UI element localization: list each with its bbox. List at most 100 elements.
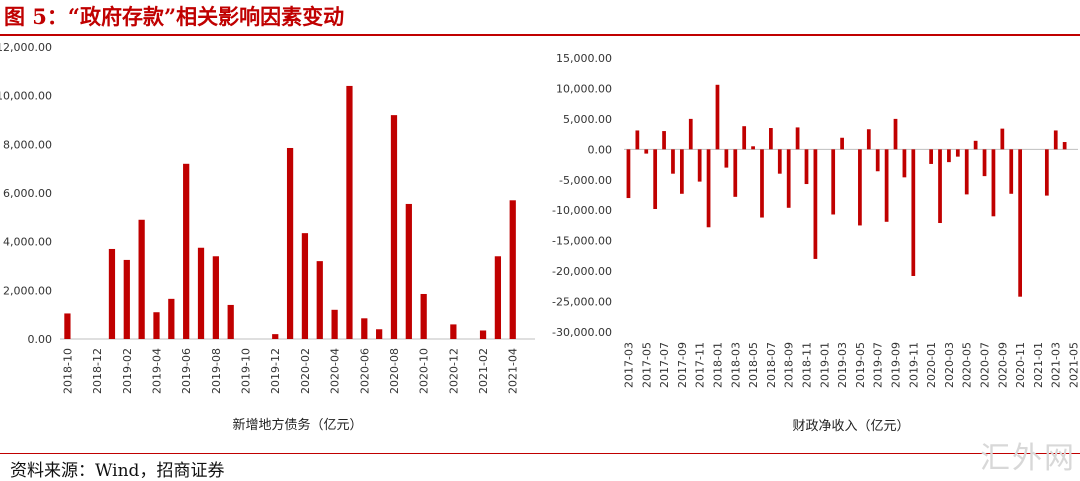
bar-2018-10 bbox=[795, 127, 800, 150]
bar-2021-04 bbox=[509, 200, 516, 339]
bar-2019-10 bbox=[902, 149, 907, 178]
x-tick-label: 2020-01 bbox=[925, 342, 938, 388]
x-tick-label: 2020-04 bbox=[329, 348, 342, 394]
bar-2018-11 bbox=[804, 149, 809, 185]
bar-2018-10 bbox=[64, 313, 71, 339]
y-tick-label: -15,000.00 bbox=[552, 235, 612, 248]
bar-2021-04 bbox=[1062, 142, 1067, 150]
figure-title: 图 5：“政府存款”相关影响因素变动 bbox=[4, 4, 345, 29]
x-tick-label: 2021-04 bbox=[507, 348, 520, 394]
bar-2020-02 bbox=[938, 149, 942, 224]
y-tick-label: 10,000.00 bbox=[556, 82, 612, 95]
x-tick-label: 2018-11 bbox=[800, 342, 813, 388]
bar-2020-03 bbox=[947, 149, 951, 163]
bar-2020-09 bbox=[1000, 128, 1005, 150]
bar-2019-07 bbox=[197, 247, 205, 339]
x-tick-label: 2018-09 bbox=[783, 342, 796, 388]
y-tick-label: 2,000.00 bbox=[3, 284, 52, 297]
bar-2020-08 bbox=[390, 115, 398, 339]
bar-2020-05 bbox=[346, 85, 353, 339]
bar-2019-09 bbox=[893, 118, 898, 150]
x-tick-label: 2020-12 bbox=[447, 348, 460, 394]
x-tick-label: 2020-05 bbox=[961, 342, 974, 388]
bar-2019-02 bbox=[831, 149, 836, 215]
y-tick-label: 5,000.00 bbox=[563, 113, 612, 126]
x-tick-label: 2020-07 bbox=[979, 342, 992, 388]
bar-2020-04 bbox=[955, 149, 960, 157]
y-tick-label: 8,000.00 bbox=[3, 138, 52, 151]
y-tick-label: 15,000.00 bbox=[556, 52, 612, 65]
x-tick-label: 2021-03 bbox=[1050, 342, 1063, 388]
y-tick-label: -25,000.00 bbox=[552, 296, 612, 309]
bar-2017-08 bbox=[671, 149, 675, 174]
bar-2020-10 bbox=[420, 293, 427, 339]
bar-2020-01 bbox=[929, 149, 933, 164]
bar-2018-05 bbox=[751, 146, 755, 150]
bar-2018-06 bbox=[760, 149, 764, 218]
bar-2019-01 bbox=[108, 248, 116, 339]
bar-2018-03 bbox=[733, 149, 738, 197]
y-tick-label: -20,000.00 bbox=[552, 265, 612, 278]
x-tick-label: 2019-04 bbox=[150, 348, 163, 394]
bar-2017-10 bbox=[688, 118, 693, 150]
bar-2019-07 bbox=[875, 149, 880, 172]
x-tick-label: 2017-07 bbox=[658, 342, 671, 388]
x-tick-label: 2017-09 bbox=[676, 342, 689, 388]
bar-2018-09 bbox=[786, 149, 791, 208]
x-tick-label: 2020-08 bbox=[388, 348, 401, 394]
bar-2019-09 bbox=[227, 304, 234, 339]
bar-2020-10 bbox=[1009, 149, 1014, 194]
bar-2021-02 bbox=[1044, 149, 1049, 196]
x-tick-label: 2018-07 bbox=[765, 342, 778, 388]
bar-2019-05 bbox=[858, 149, 862, 226]
bar-2019-12 bbox=[272, 334, 279, 339]
bar-2017-04 bbox=[635, 130, 640, 150]
bar-2020-07 bbox=[982, 149, 987, 177]
x-tick-label: 2021-01 bbox=[1032, 342, 1045, 388]
top-rule bbox=[0, 34, 1080, 36]
y-tick-label: 0.00 bbox=[588, 143, 613, 156]
bar-2021-03 bbox=[494, 256, 502, 339]
bar-2020-03 bbox=[316, 261, 323, 339]
bar-2019-08 bbox=[884, 149, 889, 222]
x-tick-label: 2019-05 bbox=[854, 342, 867, 388]
x-tick-label: 2020-09 bbox=[996, 342, 1009, 388]
x-tick-label: 2018-03 bbox=[729, 342, 742, 388]
y-tick-label: -5,000.00 bbox=[559, 174, 612, 187]
x-tick-label: 2019-12 bbox=[269, 348, 282, 394]
x-axis-label: 财政净收入（亿元） bbox=[792, 419, 909, 434]
y-tick-label: 6,000.00 bbox=[3, 187, 52, 200]
chart-new-local-debt: 0.00 2,000.00 4,000.00 6,000.00 8,000.00 10,0… bbox=[0, 41, 535, 433]
bar-2020-11 bbox=[1018, 149, 1023, 297]
y-tick-label: -10,000.00 bbox=[552, 204, 612, 217]
bar-2019-11 bbox=[911, 149, 916, 276]
y-tick-label: 0.00 bbox=[28, 333, 53, 346]
x-tick-label: 2017-03 bbox=[622, 342, 635, 388]
bar-2018-02 bbox=[724, 149, 729, 168]
x-tick-label: 2020-03 bbox=[943, 342, 956, 388]
x-tick-label: 2020-02 bbox=[299, 348, 312, 394]
bar-2020-01 bbox=[286, 147, 294, 339]
bar-2017-03 bbox=[626, 149, 631, 199]
x-tick-label: 2019-11 bbox=[907, 342, 920, 388]
bar-2019-04 bbox=[153, 312, 160, 339]
x-tick-label: 2019-06 bbox=[180, 348, 193, 394]
x-tick-label: 2019-01 bbox=[818, 342, 831, 388]
x-tick-label: 2019-09 bbox=[890, 342, 903, 388]
bar-2018-01 bbox=[715, 84, 720, 150]
bar-2017-06 bbox=[653, 149, 658, 210]
bar-2017-05 bbox=[644, 149, 649, 154]
x-tick-label: 2019-07 bbox=[872, 342, 885, 388]
bar-2017-12 bbox=[706, 149, 711, 228]
x-tick-label: 2017-11 bbox=[694, 342, 707, 388]
x-tick-label: 2019-03 bbox=[836, 342, 849, 388]
y-tick-label: -30,000.00 bbox=[552, 326, 612, 339]
y-tick-label: 10,000.00 bbox=[0, 90, 52, 103]
bar-2020-08 bbox=[991, 149, 996, 217]
bar-2017-07 bbox=[662, 131, 666, 150]
bar-2020-12 bbox=[450, 324, 457, 339]
bar-2020-06 bbox=[973, 140, 978, 150]
bar-2018-12 bbox=[813, 149, 818, 259]
bar-2020-06 bbox=[361, 318, 368, 339]
x-tick-label: 2019-08 bbox=[210, 348, 223, 394]
